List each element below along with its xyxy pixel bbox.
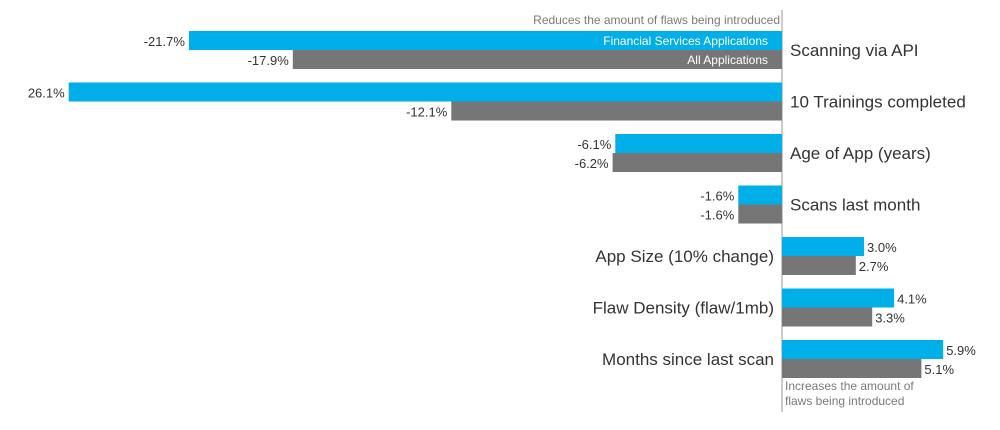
legend-financial-services-applications: Financial Services Applications	[603, 34, 768, 48]
category-label-months-since-last-scan: Months since last scan	[602, 350, 774, 369]
legend-all-applications: All Applications	[687, 53, 768, 67]
value-label-all-applications-app-size-10-change: 2.7%	[859, 259, 889, 274]
value-label-financial-services-applications-age-of-app-years: -6.1%	[577, 137, 611, 152]
value-label-all-applications-months-since-last-scan: 5.1%	[924, 362, 954, 377]
bar-all-applications-scans-last-month	[738, 204, 782, 224]
value-label-all-applications-scanning-via-api: -17.9%	[248, 53, 290, 68]
labels-layer: -21.7% Financial Services Applications -17…	[28, 34, 976, 377]
positive-effect-note-line2: flaws being introduced	[785, 394, 904, 408]
value-label-financial-services-applications-months-since-last-scan: 5.9%	[946, 343, 976, 358]
bar-financial-services-applications-months-since-last-scan	[782, 340, 944, 359]
bar-financial-services-applications-scans-last-month	[738, 185, 782, 205]
category-label-age-of-app-years: Age of App (years)	[790, 144, 931, 163]
value-label-all-applications-scans-last-month: -1.6%	[700, 208, 734, 223]
value-label-financial-services-applications-scanning-via-api: -21.7%	[144, 34, 186, 49]
bar-financial-services-applications-app-size-10-change	[782, 237, 864, 256]
bar-financial-services-applications-10-trainings-completed	[68, 82, 782, 102]
category-label-scans-last-month: Scans last month	[790, 196, 920, 215]
value-label-financial-services-applications-flaw-density-flaw-1mb: 4.1%	[897, 292, 927, 307]
category-label-app-size-10-change: App Size (10% change)	[595, 247, 774, 266]
bars-layer	[68, 31, 944, 378]
value-label-financial-services-applications-10-trainings-completed: 26.1%	[28, 86, 65, 101]
bar-all-applications-months-since-last-scan	[782, 359, 922, 378]
positive-effect-note-line1: Increases the amount of	[785, 379, 914, 393]
value-label-all-applications-age-of-app-years: -6.2%	[575, 156, 609, 171]
bar-all-applications-flaw-density-flaw-1mb	[782, 307, 873, 327]
bar-financial-services-applications-scanning-via-api	[188, 31, 782, 50]
category-label-scanning-via-api: Scanning via API	[790, 41, 919, 60]
bar-all-applications-app-size-10-change	[782, 256, 856, 275]
bar-all-applications-age-of-app-years	[612, 153, 782, 172]
value-label-financial-services-applications-scans-last-month: -1.6%	[700, 189, 734, 204]
category-label-10-trainings-completed: 10 Trainings completed	[790, 93, 966, 112]
bar-financial-services-applications-age-of-app-years	[615, 134, 782, 153]
bar-financial-services-applications-flaw-density-flaw-1mb	[782, 288, 895, 308]
value-label-financial-services-applications-app-size-10-change: 3.0%	[867, 240, 897, 255]
value-label-all-applications-10-trainings-completed: -12.1%	[406, 105, 448, 120]
value-label-all-applications-flaw-density-flaw-1mb: 3.3%	[875, 311, 905, 326]
bar-all-applications-10-trainings-completed	[451, 101, 782, 121]
bar-all-applications-scanning-via-api	[292, 50, 782, 69]
negative-effect-note: Reduces the amount of flaws being introd…	[533, 13, 780, 27]
category-label-flaw-density-flaw-1mb: Flaw Density (flaw/1mb)	[593, 299, 774, 318]
